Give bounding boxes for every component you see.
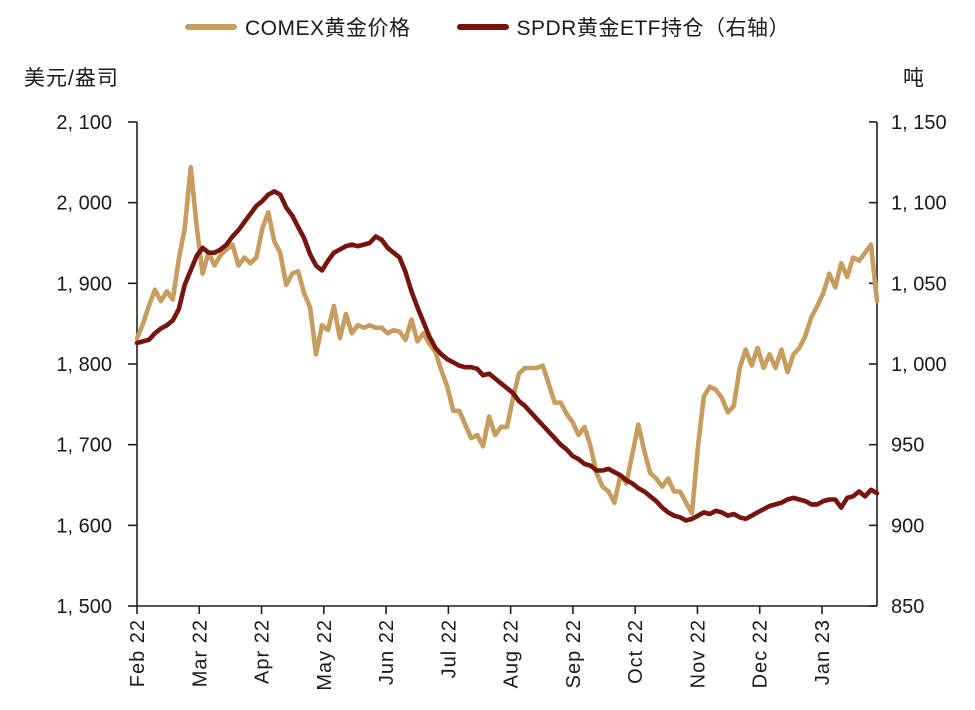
x-axis-tick-label: Oct 22 (625, 619, 647, 684)
x-axis-tick-label: Nov 22 (687, 619, 709, 688)
left-axis-tick-label: 1, 500 (56, 596, 112, 618)
right-axis-tick-label: 1, 000 (891, 354, 947, 376)
left-axis-unit-label: 美元/盎司 (24, 67, 119, 90)
comex-gold-price-line (134, 164, 880, 516)
left-axis-tick-label: 2, 000 (56, 193, 112, 215)
x-axis-tick-label: Jul 22 (438, 619, 460, 678)
right-axis-tick-label: 1, 150 (891, 112, 947, 134)
right-axis-tick-label: 1, 100 (891, 193, 947, 215)
left-axis-tick-label: 1, 800 (56, 354, 112, 376)
right-axis-tick-label: 950 (891, 435, 924, 457)
legend-label-spdr: SPDR黄金ETF持仓（右轴） (516, 17, 791, 40)
right-axis-tick-label: 900 (891, 515, 924, 537)
legend-item-comex: COMEX黄金价格 (184, 12, 411, 42)
x-axis-tick-label: Jan 23 (812, 619, 834, 685)
x-axis-tick-label: Aug 22 (501, 619, 523, 688)
right-axis-tick-label: 1, 050 (891, 273, 947, 295)
left-axis-tick-label: 1, 900 (56, 273, 112, 295)
comex-line-swatch (184, 24, 237, 30)
right-axis-unit-label: 吨 (903, 67, 925, 90)
spdr-etf-holdings-line (134, 189, 880, 523)
x-axis-tick-label: Apr 22 (252, 619, 274, 684)
x-axis-tick-label: Dec 22 (750, 619, 772, 688)
spdr-line-swatch (456, 24, 509, 30)
left-axis-tick-label: 1, 600 (56, 515, 112, 537)
right-axis-tick-label: 850 (891, 596, 924, 618)
x-axis-tick-label: Mar 22 (189, 619, 211, 687)
legend-item-spdr: SPDR黄金ETF持仓（右轴） (456, 12, 791, 42)
legend: COMEX黄金价格 SPDR黄金ETF持仓（右轴） (0, 12, 975, 42)
x-axis-tick-label: May 22 (314, 619, 336, 691)
x-axis-tick-label: Sep 22 (563, 619, 585, 688)
left-axis-tick-label: 1, 700 (56, 435, 112, 457)
x-axis-tick-label: Feb 22 (127, 619, 149, 687)
left-axis-tick-label: 2, 100 (56, 112, 112, 134)
legend-label-comex: COMEX黄金价格 (244, 17, 411, 40)
x-axis-tick-label: Jun 22 (376, 619, 398, 685)
